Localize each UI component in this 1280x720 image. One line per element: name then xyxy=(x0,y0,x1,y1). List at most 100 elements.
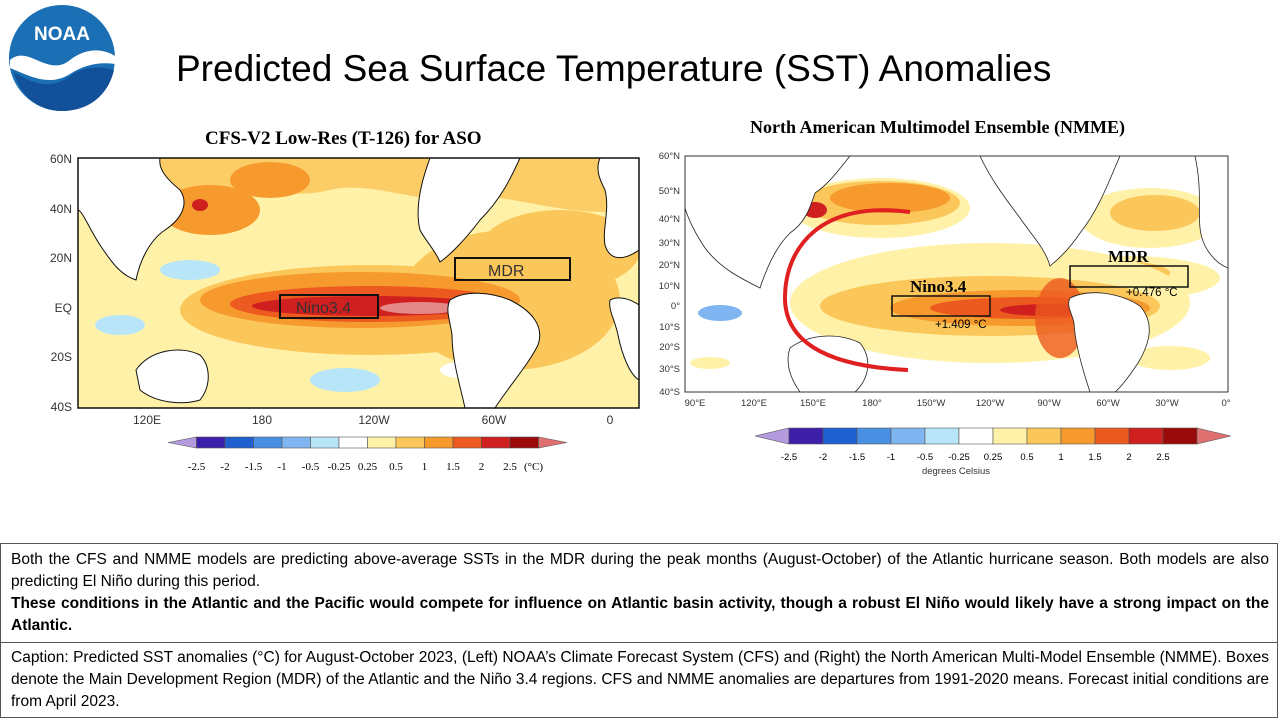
left-mdr-label: MDR xyxy=(488,263,524,280)
caption-text: Caption: Predicted SST anomalies (°C) fo… xyxy=(11,649,1269,710)
summary-emphasis: These conditions in the Atlantic and the… xyxy=(11,595,1269,634)
right-colorbar-swatch xyxy=(1128,427,1164,445)
left-colorbar-swatch xyxy=(509,436,539,449)
left-colorbar-label: 1.5 xyxy=(446,461,460,473)
right-colorbar: -2.5 -2 -1.5 -1 -0.5 -0.25 0.25 0.5 1 1.5 2 2.5 xyxy=(754,427,1232,463)
left-colorbar-swatch xyxy=(224,436,254,449)
right-lat-label: 10°S xyxy=(659,322,680,333)
right-colorbar-label: -2 xyxy=(819,452,827,463)
right-colorbar-label: 2 xyxy=(1126,452,1131,463)
right-colorbar-swatch xyxy=(856,427,892,445)
left-colorbar-label: 2.5 xyxy=(503,461,517,473)
right-colorbar-swatch xyxy=(992,427,1028,445)
right-map-title: North American Multimodel Ensemble (NMME… xyxy=(750,117,1125,137)
right-colorbar-label: -1 xyxy=(887,452,895,463)
right-map: Nino3.4 +1.409 °C MDR +0.476 °C 60°N 50°… xyxy=(659,151,1232,477)
right-lat-label: 30°S xyxy=(659,364,680,375)
left-colorbar-label: 0.5 xyxy=(389,461,403,473)
right-colorbar-label: 0.5 xyxy=(1020,452,1033,463)
right-colorbar-swatch xyxy=(924,427,960,445)
left-colorbar-swatch xyxy=(395,436,425,449)
right-lat-label: 50°N xyxy=(659,186,680,197)
right-colorbar-unit: degrees Celsius xyxy=(922,466,990,477)
left-lon-labels: 120E 180 120W 60W 0 xyxy=(133,413,614,427)
left-colorbar-swatch xyxy=(338,436,368,449)
right-colorbar-label: -0.25 xyxy=(948,452,970,463)
right-lon-label: 90°W xyxy=(1037,398,1060,409)
right-colorbar-label: 0.25 xyxy=(984,452,1003,463)
summary-box: Both the CFS and NMME models are predict… xyxy=(0,543,1278,643)
right-colorbar-label: -2.5 xyxy=(781,452,797,463)
right-colorbar-label: -1.5 xyxy=(849,452,865,463)
right-lon-label: 150°E xyxy=(800,398,826,409)
right-colorbar-swatch xyxy=(1060,427,1096,445)
right-lon-labels: 90°E 120°E 150°E 180° 150°W 120°W 90°W 6… xyxy=(685,398,1231,409)
right-lat-label: 0° xyxy=(671,301,680,312)
left-colorbar-label: -0.25 xyxy=(328,461,351,473)
left-colorbar-label: 1 xyxy=(422,461,428,473)
left-colorbar: -2.5 -2 -1.5 -1 -0.5 -0.25 0.25 0.5 1 1.5 2 2.5 xyxy=(167,436,568,473)
right-lat-label: 40°N xyxy=(659,214,680,225)
right-colorbar-label: 1 xyxy=(1058,452,1063,463)
right-lon-label: 0° xyxy=(1221,398,1230,409)
right-lon-label: 180° xyxy=(862,398,882,409)
right-mdr-value: +0.476 °C xyxy=(1126,287,1178,299)
summary-paragraph: Both the CFS and NMME models are predict… xyxy=(11,551,1269,590)
left-colorbar-swatch xyxy=(281,436,311,449)
left-colorbar-swatch xyxy=(367,436,397,449)
right-lon-label: 60°W xyxy=(1096,398,1119,409)
right-lat-label: 20°S xyxy=(659,342,680,353)
right-lon-label: 120°W xyxy=(976,398,1005,409)
right-lat-label: 40°S xyxy=(659,387,680,398)
left-mdr-box xyxy=(454,257,571,281)
left-colorbar-unit: (°C) xyxy=(524,461,543,473)
right-colorbar-label: -0.5 xyxy=(917,452,933,463)
right-sst-field xyxy=(685,156,1228,392)
noaa-logo: NOAA xyxy=(9,5,115,111)
left-colorbar-swatch xyxy=(253,436,283,449)
left-lat-label: 20N xyxy=(50,251,72,265)
left-lon-label: 60W xyxy=(482,413,507,427)
left-colorbar-label: -2.5 xyxy=(188,461,206,473)
right-colorbar-swatch xyxy=(1026,427,1062,445)
left-arc-annotation xyxy=(782,208,911,372)
right-nino-value: +1.409 °C xyxy=(935,319,987,331)
right-colorbar-swatch xyxy=(958,427,994,445)
left-colorbar-label: -0.5 xyxy=(302,461,320,473)
right-nino-label: Nino3.4 xyxy=(910,277,967,296)
left-colorbar-label: -1.5 xyxy=(245,461,263,473)
right-colorbar-low-arrow xyxy=(754,427,790,445)
left-map: Nino3.4 MDR 60N 40N 20N EQ 20S 40S 120E … xyxy=(50,152,640,473)
left-lat-labels: 60N 40N 20N EQ 20S 40S xyxy=(50,152,72,414)
right-mdr-label: MDR xyxy=(1108,247,1149,266)
right-lat-label: 60°N xyxy=(659,151,680,162)
left-colorbar-swatch xyxy=(196,436,226,449)
right-lon-label: 150°W xyxy=(917,398,946,409)
page-title: Predicted Sea Surface Temperature (SST) … xyxy=(176,48,1052,89)
right-colorbar-high-arrow xyxy=(1196,427,1232,445)
left-colorbar-label: -2 xyxy=(220,461,229,473)
right-colorbar-swatch xyxy=(788,427,824,445)
left-lon-label: 0 xyxy=(607,413,614,427)
left-colorbar-label: 2 xyxy=(479,461,485,473)
right-colorbar-swatch xyxy=(1162,427,1198,445)
left-colorbar-label: 0.25 xyxy=(358,461,378,473)
right-colorbar-swatch xyxy=(890,427,926,445)
right-lat-label: 20°N xyxy=(659,260,680,271)
left-colorbar-label: -1 xyxy=(277,461,286,473)
left-lat-label: 20S xyxy=(51,350,72,364)
left-colorbar-swatch xyxy=(310,436,340,449)
right-colorbar-swatch xyxy=(1094,427,1130,445)
left-lon-label: 120W xyxy=(358,413,390,427)
left-colorbar-swatch xyxy=(424,436,454,449)
left-lat-label: 60N xyxy=(50,152,72,166)
left-nino-box xyxy=(279,294,379,319)
right-lon-label: 90°E xyxy=(685,398,706,409)
right-lat-labels: 60°N 50°N 40°N 30°N 20°N 10°N 0° 10°S 20… xyxy=(659,151,680,398)
left-nino-label: Nino3.4 xyxy=(296,300,351,317)
right-lat-label: 30°N xyxy=(659,238,680,249)
right-mdr-box xyxy=(1069,265,1189,288)
left-lat-label: 40S xyxy=(51,400,72,414)
right-nino-box xyxy=(891,295,991,317)
left-colorbar-swatch xyxy=(452,436,482,449)
